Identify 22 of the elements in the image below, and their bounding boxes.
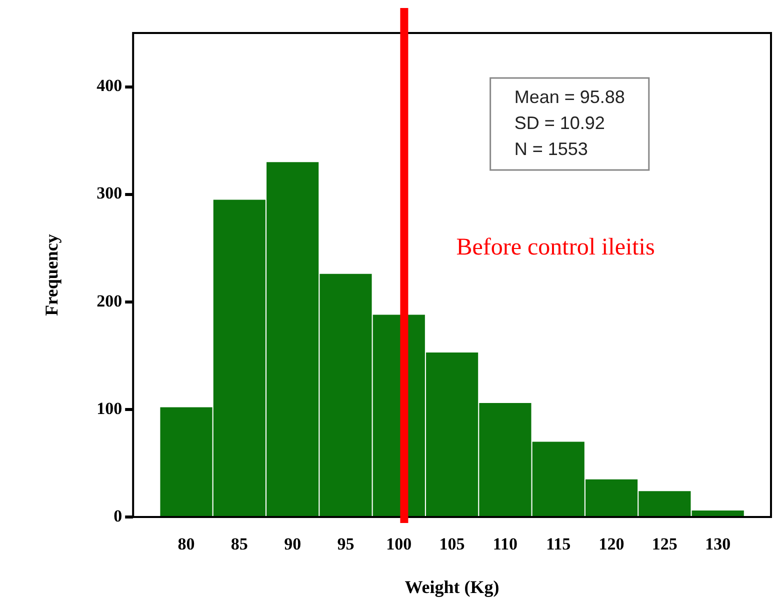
x-tick-label: 130	[705, 534, 731, 554]
y-tick-label: 300	[96, 184, 122, 203]
x-tick-label: 125	[652, 534, 678, 554]
x-tick-label: 100	[386, 534, 412, 554]
annotation: SD = 10.92	[514, 112, 605, 133]
y-tick-label: 0	[114, 506, 122, 526]
annotation: N = 1553	[514, 138, 588, 159]
x-tick-label: 90	[284, 534, 302, 554]
y-tick-label: 100	[96, 398, 122, 418]
x-tick-label: 80	[178, 534, 195, 554]
x-tick-label: 115	[546, 534, 571, 554]
annotation: Mean = 95.88	[514, 86, 625, 107]
x-tick-label: 110	[492, 534, 518, 554]
x-tick-label: 85	[230, 534, 248, 554]
y-tick-label: 200	[96, 291, 122, 310]
x-tick-label: 95	[337, 534, 354, 554]
y-tick-label: 400	[96, 76, 122, 96]
x-tick-label: 120	[598, 534, 624, 554]
x-tick-label: 105	[439, 534, 465, 554]
ref-line-label: Before control ileitis	[456, 234, 655, 260]
y-axis-title: Frequency	[41, 234, 62, 316]
x-axis-title: Weight (Kg)	[404, 576, 500, 597]
